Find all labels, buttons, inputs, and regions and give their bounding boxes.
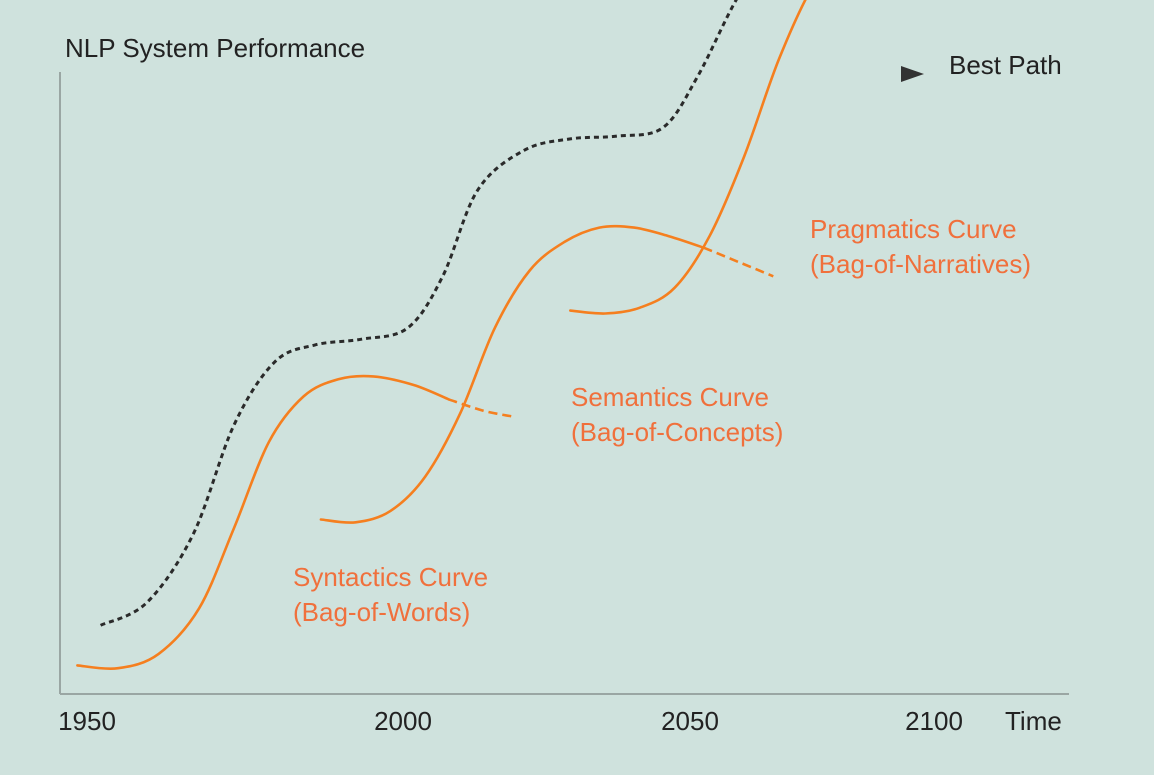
syntactics-label: Syntactics Curve (293, 562, 488, 592)
x-tick-label: 2000 (374, 706, 432, 736)
best-path-label: Best Path (949, 50, 1062, 80)
pragmatics-curve (569, 0, 807, 315)
syntactics-curve-tail (448, 398, 513, 418)
y-axis-title: NLP System Performance (65, 33, 365, 63)
best-path-arrow-icon (901, 66, 924, 82)
x-axis-title: Time (1005, 706, 1062, 736)
semantics-curve (319, 224, 705, 524)
syntactics-sublabel: (Bag-of-Words) (293, 597, 470, 627)
semantics-sublabel: (Bag-of-Concepts) (571, 417, 783, 447)
pragmatics-sublabel: (Bag-of-Narratives) (810, 249, 1031, 279)
best-path-line (99, 0, 738, 627)
pragmatics-label: Pragmatics Curve (810, 214, 1017, 244)
x-tick-label: 2050 (661, 706, 719, 736)
semantics-curve-tail (703, 246, 774, 278)
syntactics-curve (76, 374, 450, 670)
curves-group (76, 0, 924, 670)
x-tick-label: 2100 (905, 706, 963, 736)
x-tick-label: 1950 (58, 706, 116, 736)
semantics-label: Semantics Curve (571, 382, 769, 412)
